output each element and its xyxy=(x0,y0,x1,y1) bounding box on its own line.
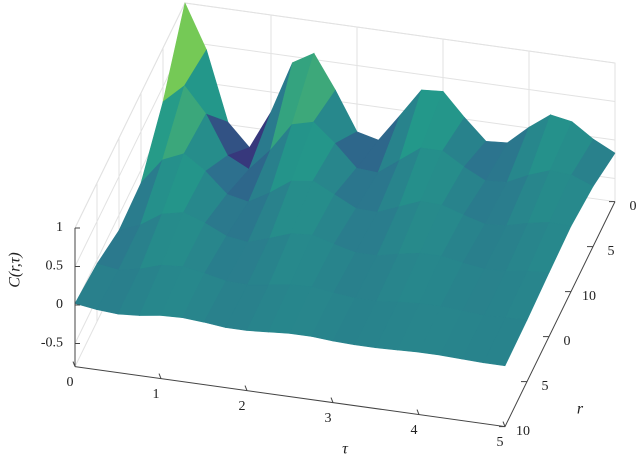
z-tick-label: -0.5 xyxy=(41,336,63,351)
x-tick xyxy=(502,421,506,427)
x-tick xyxy=(244,385,248,391)
x-tick-label: 1 xyxy=(153,387,160,402)
z-tick-label: 0.5 xyxy=(46,259,64,274)
x-tick xyxy=(72,361,76,367)
y-tick-label: 10 xyxy=(582,289,596,304)
axes: 0 1 2 3 4 5 0 5 10 0 5 10 -0.5 0 0.5 1 xyxy=(41,199,637,450)
z-tick-label: 1 xyxy=(56,220,63,235)
x-tick xyxy=(416,409,420,415)
y-axis-label: r xyxy=(577,401,584,418)
y-tick-label: 10 xyxy=(516,424,530,439)
x-tick-label: 5 xyxy=(497,435,504,450)
x-tick xyxy=(158,373,162,379)
x-tick-label: 2 xyxy=(239,399,246,414)
x-tick-label: 3 xyxy=(325,411,332,426)
y-tick-label: 5 xyxy=(608,244,615,259)
z-axis-label: C(r,τ) xyxy=(7,252,24,288)
surface-cell xyxy=(483,317,528,367)
x-tick-label: 0 xyxy=(67,375,74,390)
x-axis-label: τ xyxy=(342,441,349,457)
y-tick-label: 5 xyxy=(542,379,549,394)
y-tick-label: 0 xyxy=(564,334,571,349)
z-tick-label: 0 xyxy=(56,297,63,312)
x-tick-label: 4 xyxy=(411,423,418,438)
x-tick xyxy=(330,397,334,403)
surface xyxy=(74,2,616,367)
y-tick-label: 0 xyxy=(630,199,637,214)
